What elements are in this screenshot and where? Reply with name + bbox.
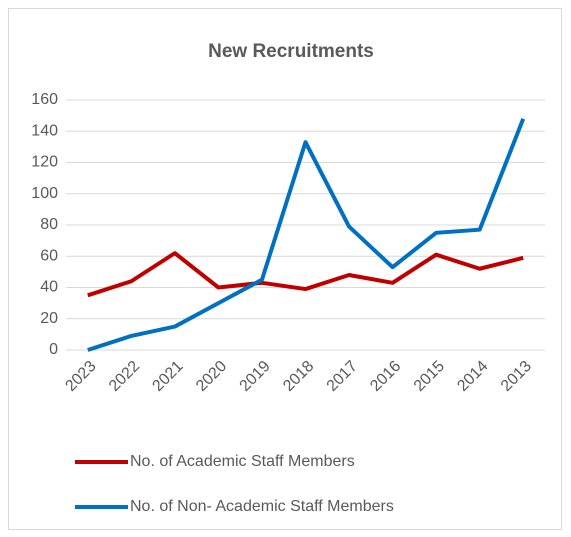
- y-tick-label: 60: [40, 247, 58, 264]
- legend-label: No. of Academic Staff Members: [130, 453, 355, 470]
- series-line: [87, 118, 526, 352]
- y-tick-label: 0: [49, 341, 58, 358]
- y-tick-label: 80: [40, 216, 58, 233]
- y-tick-label: 40: [40, 279, 58, 296]
- chart-title: New Recruitments: [208, 41, 374, 62]
- chart-border: [8, 8, 562, 530]
- y-tick-label: 160: [31, 91, 58, 108]
- y-tick-label: 140: [31, 122, 58, 139]
- y-tick-label: 20: [40, 310, 58, 327]
- legend-label: No. of Non- Academic Staff Members: [130, 498, 394, 515]
- y-tick-label: 120: [31, 154, 58, 171]
- y-tick-label: 100: [31, 185, 58, 202]
- series-line: [87, 251, 524, 298]
